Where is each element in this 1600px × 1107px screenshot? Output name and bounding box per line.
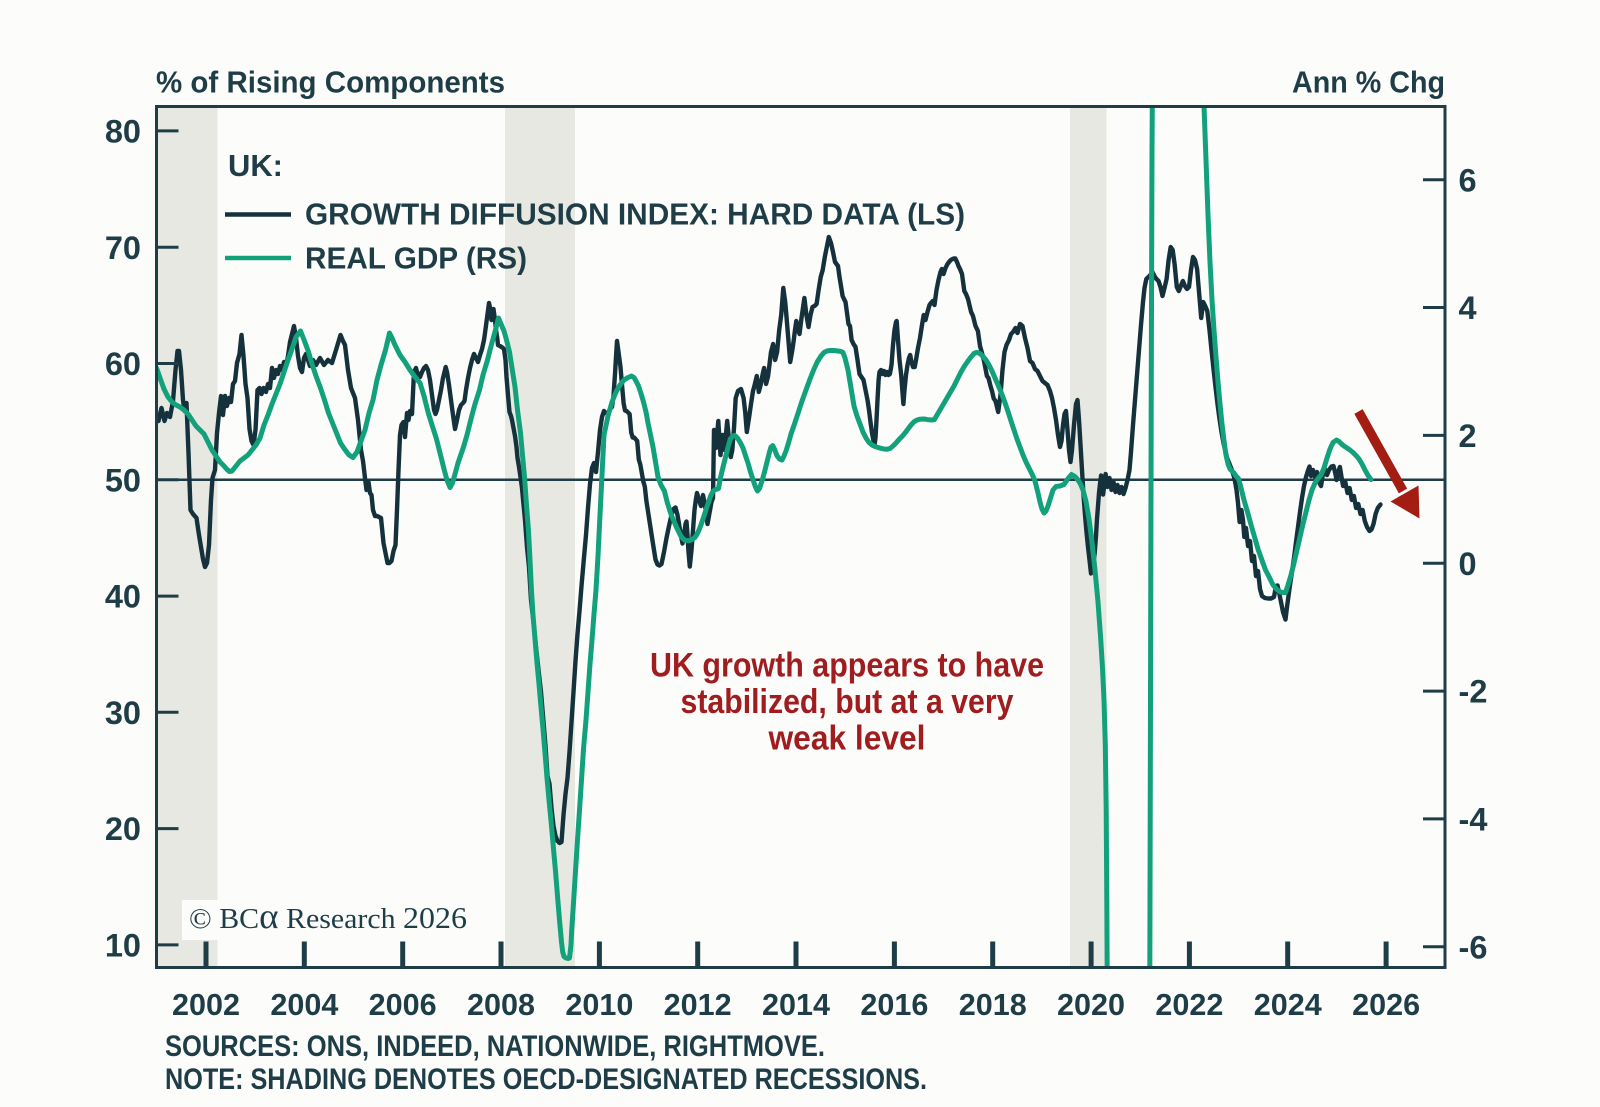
svg-text:2012: 2012 xyxy=(664,988,732,1022)
svg-text:20: 20 xyxy=(105,811,141,847)
svg-text:2: 2 xyxy=(1459,418,1477,454)
svg-text:40: 40 xyxy=(105,579,141,615)
svg-text:2002: 2002 xyxy=(172,988,240,1022)
svg-text:2022: 2022 xyxy=(1155,988,1223,1022)
svg-text:Ann % Chg: Ann % Chg xyxy=(1292,65,1445,100)
svg-text:2008: 2008 xyxy=(467,988,535,1022)
svg-text:2020: 2020 xyxy=(1057,988,1125,1022)
svg-text:-6: -6 xyxy=(1459,929,1488,965)
svg-text:10: 10 xyxy=(105,928,141,964)
svg-text:2016: 2016 xyxy=(860,988,928,1022)
svg-text:REAL GDP (RS): REAL GDP (RS) xyxy=(305,241,527,276)
svg-text:70: 70 xyxy=(105,230,141,266)
svg-text:-2: -2 xyxy=(1459,674,1488,710)
svg-text:% of Rising Components: % of Rising Components xyxy=(156,65,505,100)
svg-text:© BCα Research 2026: © BCα Research 2026 xyxy=(189,896,467,936)
svg-text:60: 60 xyxy=(105,346,141,382)
svg-text:2004: 2004 xyxy=(270,988,338,1022)
svg-text:UK:: UK: xyxy=(228,148,283,183)
svg-text:50: 50 xyxy=(105,462,141,498)
svg-text:UK growth appears to have: UK growth appears to have xyxy=(650,647,1044,685)
svg-text:2006: 2006 xyxy=(369,988,437,1022)
svg-text:weak level: weak level xyxy=(768,720,926,758)
svg-text:0: 0 xyxy=(1459,546,1477,582)
svg-text:2010: 2010 xyxy=(565,988,633,1022)
svg-text:6: 6 xyxy=(1459,162,1477,198)
svg-text:stabilized, but at a very: stabilized, but at a very xyxy=(681,683,1014,721)
svg-text:NOTE: SHADING DENOTES OECD-DES: NOTE: SHADING DENOTES OECD-DESIGNATED RE… xyxy=(165,1063,927,1096)
svg-text:80: 80 xyxy=(105,114,141,150)
svg-text:GROWTH DIFFUSION INDEX: HARD D: GROWTH DIFFUSION INDEX: HARD DATA (LS) xyxy=(305,197,965,232)
svg-text:2014: 2014 xyxy=(762,988,830,1022)
svg-text:30: 30 xyxy=(105,695,141,731)
svg-text:SOURCES: ONS, INDEED, NATIONWI: SOURCES: ONS, INDEED, NATIONWIDE, RIGHTM… xyxy=(165,1030,825,1063)
svg-text:2024: 2024 xyxy=(1254,988,1322,1022)
svg-text:2026: 2026 xyxy=(1352,988,1420,1022)
svg-text:2018: 2018 xyxy=(959,988,1027,1022)
svg-text:4: 4 xyxy=(1459,290,1477,326)
svg-text:-4: -4 xyxy=(1459,802,1488,838)
